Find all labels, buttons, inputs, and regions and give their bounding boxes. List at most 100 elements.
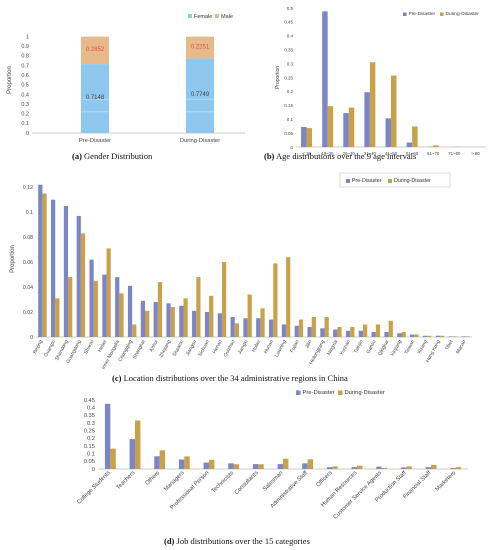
bar-during: [306, 128, 313, 147]
y-tick-label: 0.04: [23, 285, 33, 291]
legend-swatch: [346, 179, 350, 183]
bar-pre: [333, 329, 338, 337]
x-tick-label: Ningxia: [326, 339, 339, 356]
bar-pre: [376, 466, 382, 469]
bar-during: [350, 327, 355, 337]
x-tick-label: 18~25: [322, 151, 335, 156]
bar-pre: [425, 467, 431, 469]
legend-swatch: [296, 390, 301, 395]
caption-b: (b) Age distributions over the 9 age int…: [264, 151, 417, 161]
bar-pre: [302, 463, 308, 469]
bar-pre: [153, 302, 158, 337]
x-tick-label: Beijing: [32, 339, 44, 355]
bar-pre: [294, 325, 299, 337]
bar-during: [145, 310, 150, 337]
legend-label: Female: [194, 14, 212, 20]
bar-pre: [345, 330, 351, 337]
bar-pre: [104, 403, 111, 469]
y-tick-label: 0.5: [21, 83, 29, 89]
bar-during: [332, 466, 338, 469]
y-tick-label: 0.25: [284, 75, 293, 80]
bar-during: [406, 466, 412, 469]
bar-pre: [461, 336, 466, 337]
caption-a: (a) Gender Distribution: [72, 151, 153, 161]
y-tick-label: 0.3: [21, 102, 29, 108]
bar-during: [455, 467, 462, 469]
bar-during: [247, 294, 252, 337]
y-tick-label: 0.3: [287, 61, 294, 66]
x-tick-label: Officers: [315, 470, 333, 488]
bar-during: [170, 307, 175, 337]
y-tick-label: 1: [26, 34, 29, 40]
bar-pre: [228, 463, 234, 469]
x-tick-label: Shanxi: [83, 339, 95, 355]
y-tick-label: 0.3: [87, 421, 95, 427]
y-tick-label: 0.35: [284, 48, 293, 53]
bar-pre: [371, 332, 376, 337]
y-tick-label: 0.2: [287, 89, 294, 94]
bar-during: [283, 458, 289, 469]
bar-pre: [178, 459, 185, 469]
bar-female: [81, 64, 109, 133]
bar-during: [465, 336, 470, 337]
legend-label: Pre-Disaster: [409, 11, 436, 17]
y-tick-label: 0.02: [23, 310, 33, 316]
bar-during: [381, 467, 388, 469]
bar-female: [186, 58, 214, 133]
y-tick-label: 0.12: [23, 185, 33, 191]
x-tick-label: 41~50: [385, 151, 398, 156]
bar-during: [414, 334, 419, 337]
x-tick-label: 61~70: [427, 151, 440, 156]
bar-pre: [364, 92, 370, 147]
bar-during: [42, 193, 47, 337]
bar-male: [81, 36, 109, 65]
bar-during: [286, 257, 291, 337]
bar-during: [391, 75, 397, 147]
data-label: 0.2852: [86, 47, 105, 53]
bar-during: [327, 106, 334, 147]
x-tick-label: Others: [145, 470, 162, 487]
legend-swatch: [388, 179, 392, 183]
bar-pre: [89, 259, 94, 337]
bar-during: [55, 298, 60, 337]
bar-pre: [397, 333, 402, 337]
bar-pre: [192, 310, 197, 337]
x-tick-label: Sichuan: [197, 339, 211, 358]
x-tick-label: Zhejiang: [158, 339, 172, 359]
bar-pre: [277, 464, 283, 469]
bar-pre: [322, 11, 328, 148]
bar-during: [357, 465, 363, 469]
bar-pre: [450, 468, 456, 469]
y-tick-label: 0.2: [21, 112, 29, 118]
bar-pre: [63, 205, 69, 337]
bar-pre: [243, 318, 248, 337]
y-tick-label: 0.1: [87, 451, 95, 457]
x-tick-label: Anhui: [148, 339, 159, 353]
legend-label: Pre-Disaster: [352, 178, 382, 184]
bar-male: [186, 36, 214, 59]
bar-pre: [204, 312, 210, 337]
bar-pre: [115, 277, 120, 337]
bar-pre: [51, 199, 56, 337]
legend-swatch: [440, 12, 444, 16]
bar-pre: [385, 118, 391, 147]
bar-during: [452, 336, 457, 337]
bar-pre: [230, 317, 235, 337]
bar-pre: [281, 324, 287, 337]
bar-pre: [351, 467, 357, 469]
y-axis-label: Proportion: [10, 245, 16, 273]
y-tick-label: 0.4: [21, 92, 29, 98]
bar-pre: [406, 142, 413, 147]
bar-during: [324, 317, 329, 337]
bar-pre: [301, 126, 307, 147]
y-tick-label: 0.45: [84, 398, 95, 404]
x-tick-label: Shanghai: [132, 339, 147, 360]
bar-during: [135, 420, 141, 469]
bar-pre: [435, 335, 440, 337]
y-tick-label: 0: [30, 335, 33, 341]
bar-during: [159, 450, 166, 469]
data-label: 0.7749: [191, 92, 210, 98]
x-tick-label: Hebei: [97, 339, 108, 353]
data-label: 0.2251: [191, 44, 210, 50]
